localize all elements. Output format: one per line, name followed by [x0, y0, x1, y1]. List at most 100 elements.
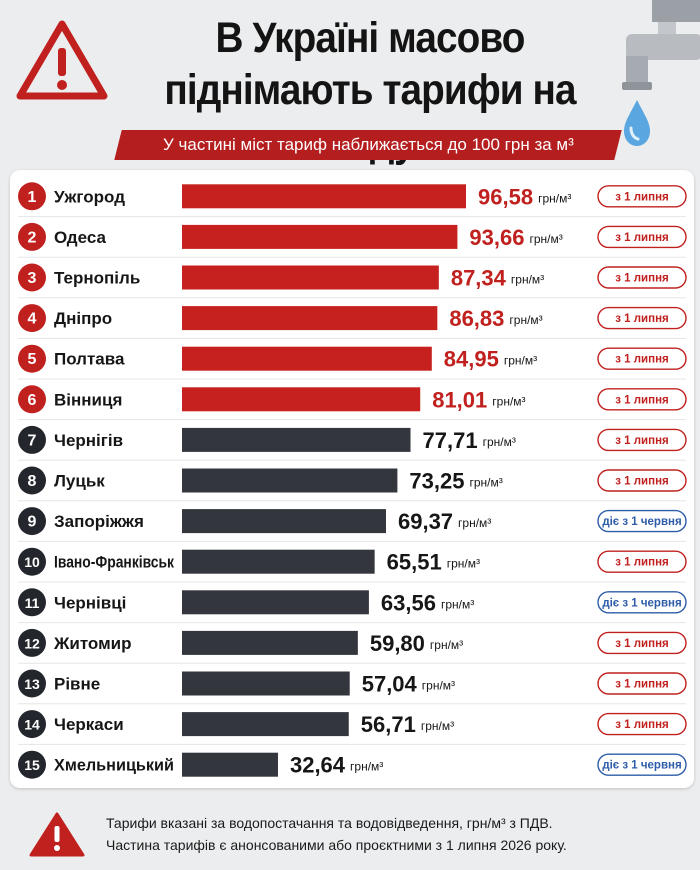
date-badge-label: з 1 липня: [615, 557, 668, 569]
unit-label: грн/м³: [509, 313, 542, 327]
date-badge-label: з 1 липня: [615, 313, 668, 325]
rank-number: 9: [28, 514, 37, 531]
rank-badge: [18, 588, 46, 617]
rank-badge: [18, 425, 46, 454]
unit-label: грн/м³: [483, 435, 516, 449]
unit-label: грн/м³: [538, 191, 571, 205]
rank-number: 1: [28, 189, 37, 206]
rank-number: 13: [24, 676, 40, 692]
rank-badge: [18, 304, 46, 333]
rank-badge: [18, 263, 46, 292]
warning-icon: [29, 812, 85, 857]
footer: Тарифи вказані за водопостачання та водо…: [0, 798, 700, 870]
date-badge-label: з 1 липня: [615, 232, 668, 244]
rank-badge: [18, 222, 46, 251]
date-badge-label: з 1 липня: [615, 476, 668, 488]
rank-number: 12: [24, 635, 40, 651]
rank-badge: [18, 710, 46, 739]
date-badge-label: з 1 липня: [615, 354, 668, 366]
bar: [182, 549, 375, 574]
date-badge-label: діє з 1 червня: [602, 760, 681, 772]
bar: [182, 184, 466, 209]
rank-badge: [18, 385, 46, 414]
city-label: Ужгород: [54, 187, 125, 206]
unit-label: грн/м³: [469, 476, 502, 490]
date-badge: [597, 591, 687, 614]
date-badge-label: діє з 1 червня: [602, 597, 681, 609]
value-label: 56,71: [361, 712, 416, 737]
value-label: 73,25: [409, 469, 464, 494]
rank-number: 8: [28, 473, 37, 490]
unit-label: грн/м³: [350, 760, 383, 774]
city-label: Житомир: [53, 634, 132, 653]
bar: [182, 712, 349, 737]
city-label: Хмельницький: [54, 756, 174, 775]
rank-number: 15: [24, 757, 40, 773]
title-line-2: піднімають тарифи на воду: [164, 66, 576, 166]
date-badge: [597, 347, 687, 370]
faucet-icon: [622, 0, 700, 146]
chart-panel: 1 Ужгород 96,58 грн/м³ з 1 липня 2 Одеса 93,66 г…: [10, 170, 694, 788]
city-label: Одеса: [54, 228, 106, 247]
unit-label: грн/м³: [504, 354, 537, 368]
rank-badge: [18, 669, 46, 698]
rank-badge: [18, 750, 46, 779]
bar: [182, 509, 386, 534]
page-title: В Україні масово піднімають тарифи на во…: [145, 12, 595, 168]
city-label: Тернопіль: [54, 269, 140, 288]
subtitle-banner: У частині міст тариф наближається до 100…: [114, 130, 622, 160]
rank-badge: [18, 628, 46, 657]
unit-label: грн/м³: [447, 557, 480, 571]
bar: [182, 630, 358, 655]
date-badge: [597, 712, 687, 736]
rank-badge: [18, 466, 46, 495]
date-badge: [597, 550, 687, 573]
bar: [182, 265, 439, 290]
value-label: 96,58: [478, 184, 533, 209]
unit-label: грн/м³: [492, 394, 525, 408]
date-badge-label: з 1 липня: [615, 679, 668, 691]
city-label: Чернігів: [54, 431, 123, 450]
warning-icon: [16, 20, 108, 100]
subtitle-text: У частині міст тариф наближається до 100…: [162, 135, 574, 154]
unit-label: грн/м³: [430, 638, 463, 652]
unit-label: грн/м³: [458, 516, 491, 530]
rank-number: 5: [28, 351, 37, 368]
value-label: 87,34: [451, 266, 507, 291]
rank-number: 7: [28, 432, 37, 449]
rank-number: 6: [28, 392, 37, 409]
bar: [182, 427, 411, 452]
footer-note-line-1: Тарифи вказані за водопостачання та водо…: [106, 815, 553, 831]
rank-badge: [18, 182, 46, 211]
city-label: Луцьк: [54, 472, 105, 491]
city-label: Черкаси: [54, 715, 124, 734]
value-label: 57,04: [362, 672, 418, 697]
unit-label: грн/м³: [511, 273, 544, 287]
unit-label: грн/м³: [421, 719, 454, 733]
date-badge: [597, 509, 687, 533]
value-label: 32,64: [290, 753, 346, 778]
bar: [182, 224, 458, 249]
date-badge-label: з 1 липня: [615, 435, 668, 447]
rank-number: 4: [28, 311, 37, 328]
date-badge-label: з 1 липня: [615, 191, 668, 203]
value-label: 81,01: [432, 387, 487, 412]
date-badge: [597, 631, 687, 655]
date-badge: [597, 672, 687, 695]
title-line-1: В Україні масово: [215, 14, 526, 62]
bar: [182, 752, 278, 777]
date-badge: [597, 185, 687, 208]
date-badge: [597, 753, 687, 776]
footer-note: Тарифи вказані за водопостачання та водо…: [106, 812, 686, 856]
rank-badge: [18, 344, 46, 373]
bar: [182, 346, 432, 371]
date-badge-label: з 1 липня: [615, 719, 668, 731]
value-label: 84,95: [444, 347, 499, 372]
bar: [182, 468, 398, 493]
city-label: Дніпро: [54, 309, 112, 328]
bar: [182, 590, 369, 615]
date-badge-label: з 1 липня: [615, 638, 668, 650]
rank-number: 14: [24, 717, 40, 733]
city-label: Полтава: [54, 350, 125, 369]
unit-label: грн/м³: [441, 597, 474, 611]
